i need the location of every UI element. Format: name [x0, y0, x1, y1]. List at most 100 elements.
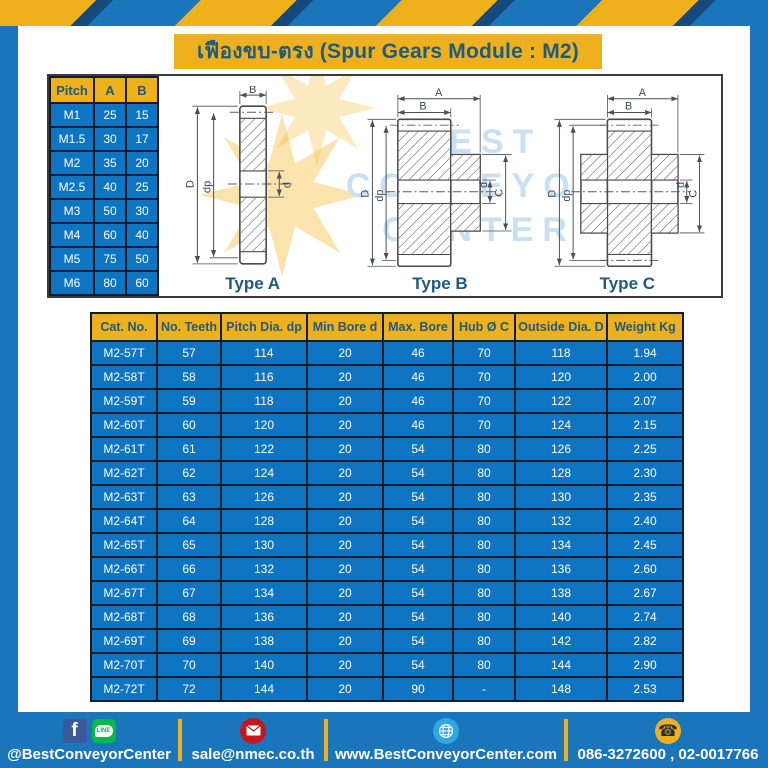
dim-label-A3: A [639, 87, 647, 99]
table-cell: 148 [514, 676, 608, 702]
table-cell: 20 [306, 460, 384, 486]
table-cell: 134 [514, 532, 608, 558]
footer-social[interactable]: f LINE @BestConveyorCenter [0, 712, 178, 768]
table-row: M1.5 30 17 [49, 126, 159, 152]
table-cell: 50 [125, 246, 159, 272]
phone-numbers[interactable]: 086-3272600 , 02-0017766 [577, 745, 759, 763]
table-cell: 20 [306, 340, 384, 366]
table-cell: 2.40 [606, 508, 684, 534]
table-row: M5 75 50 [49, 246, 159, 272]
gear-drawings: B D dp d Type A [159, 76, 721, 296]
table-cell: 80 [452, 460, 516, 486]
table-cell: M2.5 [49, 174, 95, 200]
page-title: เฟืองขบ-ตรง (Spur Gears Module : M2) [197, 40, 579, 63]
table-cell: 35 [93, 150, 127, 176]
column-header: Max. Bore [382, 312, 454, 342]
table-cell: 70 [452, 388, 516, 414]
table-cell: 60 [125, 270, 159, 296]
dim-label-d: d [281, 182, 293, 188]
table-cell: 72 [156, 676, 222, 702]
table-row: M2-72T 72 144 20 90-148 2.53 [90, 676, 684, 702]
table-cell: 54 [382, 652, 454, 678]
table-cell: 80 [452, 436, 516, 462]
table-cell: M2-69T [90, 628, 158, 654]
hazard-stripe-band [0, 0, 768, 26]
table-cell: 70 [156, 652, 222, 678]
table-cell: M2-57T [90, 340, 158, 366]
column-header: Pitch Dia. dp [220, 312, 308, 342]
table-cell: 20 [306, 532, 384, 558]
table-cell: 80 [452, 508, 516, 534]
pitch-table-header-row: Pitch A B [49, 76, 159, 104]
table-cell: 2.82 [606, 628, 684, 654]
email-address[interactable]: sale@nmec.co.th [191, 745, 315, 763]
table-cell: M1.5 [49, 126, 95, 152]
table-cell: 68 [156, 604, 222, 630]
table-cell: 64 [156, 508, 222, 534]
table-row: M2-57T 57 114 20 46 70 118 1.94 [90, 340, 684, 366]
table-cell: 65 [156, 532, 222, 558]
table-cell: 54 [382, 556, 454, 582]
footer-email[interactable]: sale@nmec.co.th [182, 712, 324, 768]
table-cell: M2-61T [90, 436, 158, 462]
table-cell: 80 [93, 270, 127, 296]
footer-divider [324, 719, 328, 761]
facebook-icon[interactable]: f [62, 718, 87, 743]
table-cell: 144 [220, 676, 308, 702]
column-header: Pitch [49, 76, 95, 104]
globe-icon[interactable] [433, 717, 459, 744]
table-row: M2-66T 66 132 20 54 80 136 2.60 [90, 556, 684, 582]
table-cell: 2.07 [606, 388, 684, 414]
website-url[interactable]: www.BestConveyorCenter.com [334, 745, 557, 763]
table-row: M2-69T 69 138 20 54 80 142 2.82 [90, 628, 684, 654]
table-cell: 70 [452, 340, 516, 366]
table-cell: 2.00 [606, 364, 684, 390]
table-cell: M2-58T [90, 364, 158, 390]
table-cell: 54 [382, 532, 454, 558]
table-row: M2-64T 64 128 20 54 80 132 2.40 [90, 508, 684, 534]
table-cell: 20 [306, 436, 384, 462]
table-cell: 2.74 [606, 604, 684, 630]
table-cell: 25 [125, 174, 159, 200]
table-cell: 118 [220, 388, 308, 414]
footer-website[interactable]: www.BestConveyorCenter.com [328, 712, 564, 768]
table-cell: 2.45 [606, 532, 684, 558]
table-cell: 17 [125, 126, 159, 152]
table-cell: M5 [49, 246, 95, 272]
table-cell: 138 [220, 628, 308, 654]
table-cell: 122 [220, 436, 308, 462]
table-cell: 124 [514, 412, 608, 438]
dim-label-D3: D [547, 190, 559, 198]
table-cell: 132 [514, 508, 608, 534]
table-cell: 80 [452, 556, 516, 582]
table-cell: 20 [306, 388, 384, 414]
social-handle[interactable]: @BestConveyorCenter [7, 745, 171, 763]
footer-phone[interactable]: ☎ 086-3272600 , 02-0017766 [568, 712, 768, 768]
phone-icon[interactable]: ☎ [655, 717, 681, 744]
table-cell: 142 [514, 628, 608, 654]
title-banner: เฟืองขบ-ตรง (Spur Gears Module : M2) [174, 34, 602, 69]
table-cell: 2.30 [606, 460, 684, 486]
line-icon[interactable]: LINE [91, 718, 116, 743]
email-icon[interactable] [240, 717, 266, 744]
column-header: Weight Kg [606, 312, 684, 342]
table-cell: 20 [306, 580, 384, 606]
table-cell: 57 [156, 340, 222, 366]
type-a-diagram: B D dp d [184, 86, 293, 265]
dim-label-d2: d [478, 182, 490, 188]
column-header: Min Bore d [306, 312, 384, 342]
type-c-drawing: A B D dp d [534, 76, 721, 296]
table-cell: 59 [156, 388, 222, 414]
table-row: M2-59T 59 118 20 46 70 122 2.07 [90, 388, 684, 414]
type-b-drawing: A B D dp d [346, 76, 533, 296]
dim-label-B2: B [419, 101, 426, 113]
table-cell: 50 [93, 198, 127, 224]
table-cell: 40 [93, 174, 127, 200]
table-cell: 128 [220, 508, 308, 534]
dim-label-D2: D [359, 190, 371, 198]
dim-label-dp3: dp [561, 190, 573, 202]
table-cell: 90 [382, 676, 454, 702]
table-cell: 20 [306, 676, 384, 702]
table-cell: M1 [49, 102, 95, 128]
